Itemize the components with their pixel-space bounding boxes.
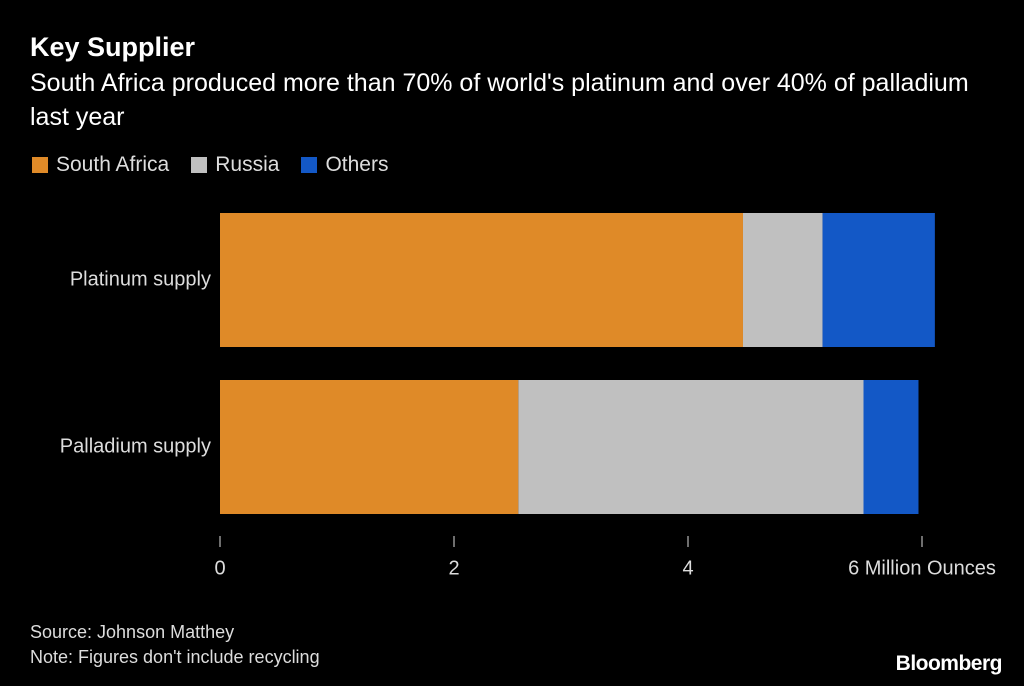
legend-label: Others <box>325 153 389 176</box>
brand-logo: Bloomberg <box>895 652 1003 675</box>
chart-title: Key Supplier <box>30 32 196 62</box>
legend-label: Russia <box>215 153 280 176</box>
x-tick-label: 4 <box>682 557 693 579</box>
x-tick-label: 0 <box>214 557 225 579</box>
bar-segment <box>863 380 919 514</box>
legend-item: South Africa <box>32 153 169 177</box>
bar-segment <box>220 213 743 347</box>
x-tick-label: 6 Million Ounces <box>848 557 996 579</box>
legend-swatch <box>301 157 318 173</box>
footnote: Note: Figures don't include recycling <box>30 647 320 667</box>
bar-segment <box>518 380 864 514</box>
legend: South Africa Russia Others <box>32 153 388 177</box>
bar-segment <box>742 213 823 347</box>
legend-item: Russia <box>191 153 279 177</box>
legend-swatch <box>32 157 48 173</box>
bar-segment <box>220 380 519 514</box>
legend-swatch <box>191 157 208 173</box>
legend-label: South Africa <box>56 153 170 176</box>
legend-item: Others <box>301 153 388 177</box>
bar-segment <box>822 213 935 347</box>
category-label: Platinum supply <box>70 268 211 290</box>
chart-subtitle: South Africa produced more than 70% of w… <box>30 69 969 131</box>
category-label: Palladium supply <box>60 435 211 457</box>
source-note: Source: Johnson Matthey <box>30 622 235 642</box>
x-tick-label: 2 <box>448 557 459 579</box>
